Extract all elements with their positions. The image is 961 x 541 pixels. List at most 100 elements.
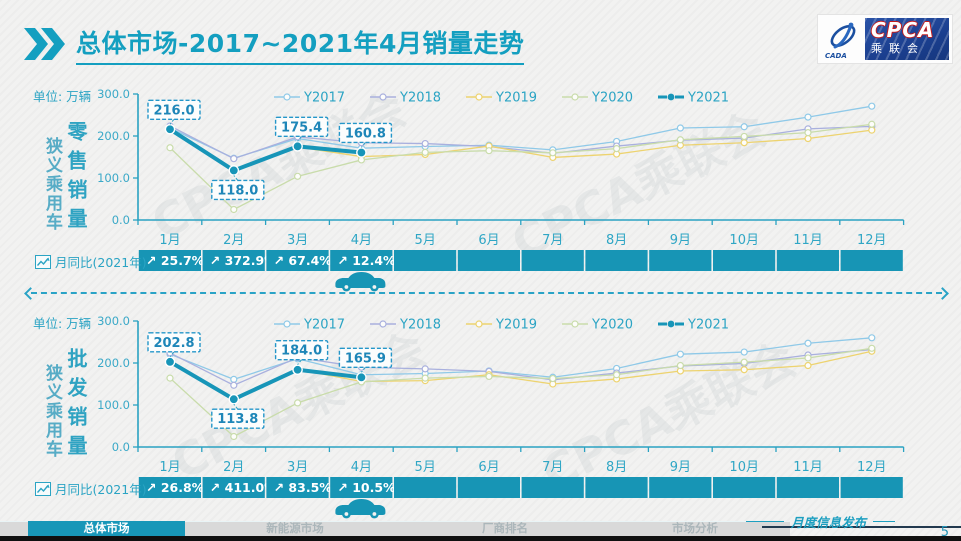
data-point-Y2019 [740, 139, 748, 147]
data-point-Y2017 [740, 348, 748, 356]
legend-marker [571, 93, 579, 101]
car-icon [335, 499, 386, 519]
tab-market-analysis[interactable]: 市场分析 [672, 521, 718, 535]
month-label: 8月 [606, 460, 627, 475]
wholesale-chart-block: 单位: 万辆 狭义乘用车 批发销量 0.0 100.0 200.0 300.0 Y201… [0, 312, 961, 524]
mini-chart-icon [35, 254, 51, 269]
data-point-Y2019 [804, 134, 812, 143]
data-point-Y2020 [166, 144, 174, 152]
callout-stem [233, 403, 239, 410]
yoy-row-label-text: 月同比(2021年) [55, 255, 147, 270]
yoy-cell [330, 250, 393, 271]
callout-box [211, 179, 265, 201]
legend-marker [475, 93, 483, 101]
data-point-Y2021 [292, 141, 303, 152]
callout-value: 165.9 [345, 351, 386, 366]
legend-label: Y2017 [303, 91, 345, 106]
cpca-emblem-icon: CADA [821, 17, 865, 61]
legend-marker [379, 93, 387, 101]
month-label: 10月 [729, 460, 759, 475]
callout-box [211, 408, 265, 429]
yoy-row-label-text: 月同比(2021年) [55, 482, 147, 497]
yoy-value: ↗ 83.5% [274, 480, 333, 495]
divider-line [31, 292, 942, 294]
yoy-cell [521, 477, 584, 498]
month-label: 12月 [857, 233, 887, 248]
publication-dash [873, 521, 895, 522]
month-label: 11月 [793, 233, 823, 248]
footer-divider-line [762, 526, 961, 528]
unit-label: 单位: 万辆 [33, 316, 92, 331]
legend-marker [571, 320, 579, 328]
yoy-cell [330, 477, 393, 498]
data-point-Y2020 [421, 148, 429, 156]
page-number: 5 [940, 525, 949, 540]
yoy-row-label: 月同比(2021年) [35, 252, 147, 271]
yoy-cell [521, 250, 584, 271]
data-point-Y2021 [356, 147, 367, 158]
callout-box [274, 340, 329, 361]
month-label: 2月 [223, 233, 244, 248]
y-tick-label: 200.0 [97, 129, 130, 143]
legend-marker [379, 320, 387, 328]
callout-stem [361, 142, 366, 148]
month-label: 1月 [159, 460, 180, 475]
yoy-row-label: 月同比(2021年) [35, 479, 147, 498]
data-point-Y2019 [804, 361, 812, 370]
tab-oem-ranking[interactable]: 厂商排名 [482, 521, 528, 535]
legend-label: Y2019 [495, 91, 537, 106]
legend-label: Y2021 [687, 91, 729, 106]
data-point-Y2018 [230, 155, 238, 163]
yoy-value: ↗ 25.7% [146, 253, 205, 268]
yoy-value: ↗ 26.8% [146, 480, 205, 495]
tab-overall-market[interactable]: 总体市场 [28, 521, 185, 536]
yoy-cell [266, 250, 329, 271]
tab-nev-market[interactable]: 新能源市场 [266, 521, 324, 535]
cada-label: CADA [825, 52, 847, 60]
data-point-Y2020 [485, 147, 493, 155]
callout-stem [361, 367, 366, 373]
data-point-Y2020 [868, 344, 876, 352]
yoy-cell [394, 250, 457, 271]
data-point-Y2020 [804, 354, 812, 362]
legend-marker [667, 320, 675, 328]
data-point-Y2017 [740, 123, 748, 131]
yoy-value: ↗ 12.4% [337, 253, 396, 268]
mini-chart-icon [35, 481, 51, 496]
yoy-value: ↗ 10.5% [337, 480, 396, 495]
yoy-cell [713, 477, 776, 498]
retail-chart-block: 单位: 万辆 狭义乘用车 零售销量 0.0 100.0 200.0 300.0 Y201… [0, 85, 961, 297]
month-label: 12月 [857, 460, 887, 475]
publication-dash [745, 521, 784, 522]
data-point-Y2020 [421, 374, 429, 382]
footer-nav-strip [0, 521, 790, 536]
month-label: 4月 [351, 233, 372, 248]
yoy-cell [202, 477, 265, 498]
month-label: 6月 [478, 233, 499, 248]
page-title-rest: -2017~2021年4月销量走势 [178, 29, 525, 58]
wholesale-line-chart: 0.0 100.0 200.0 300.0 Y2017 Y2018 Y2019 Y2020 Y2… [97, 314, 905, 519]
footer-bottom-strip [0, 536, 961, 541]
measure-vertical-label: 零售销量 [64, 121, 88, 237]
yoy-cell [840, 250, 903, 271]
series-line-Y2020 [169, 123, 872, 211]
yoy-cell [457, 477, 520, 498]
page-title: 总体市场-2017~2021年4月销量走势 [76, 24, 525, 65]
data-point-Y2020 [230, 205, 238, 214]
y-tick-label: 0.0 [112, 213, 130, 227]
yoy-cell [266, 477, 329, 498]
arrow-right-icon [936, 286, 949, 300]
series-line-Y2020 [169, 347, 872, 438]
yoy-cell [394, 477, 457, 498]
data-point-Y2020 [612, 371, 621, 379]
data-point-Y2021 [164, 356, 176, 368]
legend-label: Y2021 [687, 318, 729, 333]
data-point-Y2020 [294, 172, 302, 180]
data-point-Y2020 [868, 120, 876, 128]
series-line-Y2018 [169, 125, 872, 160]
callout-stem [169, 118, 175, 125]
data-point-Y2018 [230, 381, 238, 389]
data-point-Y2020 [804, 129, 812, 137]
series-line-Y2017 [169, 105, 872, 159]
